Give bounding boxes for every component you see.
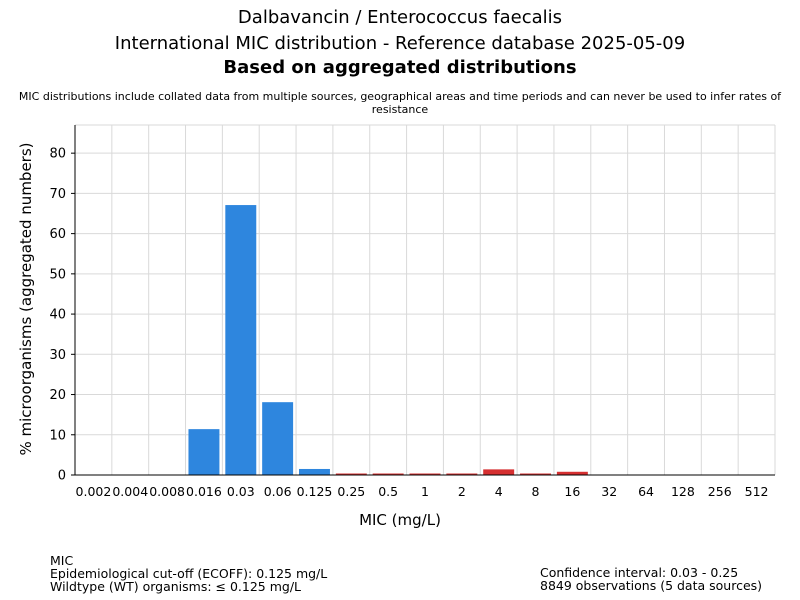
- x-tick-label: 64: [638, 484, 654, 499]
- bar-0.03: [225, 205, 257, 475]
- x-tick-label: 16: [564, 484, 580, 499]
- y-axis-label: % microorganisms (aggregated numbers): [17, 142, 35, 455]
- bar-0.25: [335, 473, 367, 475]
- x-axis-label: MIC (mg/L): [359, 511, 441, 529]
- y-tick-label: 20: [49, 388, 66, 403]
- bar-8: [520, 473, 551, 475]
- y-tick-label: 0: [58, 469, 66, 484]
- y-tick-label: 80: [49, 147, 66, 162]
- grid-lines: [75, 124, 776, 475]
- x-tick-label: 512: [745, 484, 769, 499]
- bar-0.06: [262, 402, 294, 475]
- y-tick-label: 30: [49, 348, 66, 363]
- x-tick-label: 0.004: [112, 484, 148, 499]
- x-tick-label: 2: [458, 484, 466, 499]
- bar-2: [446, 473, 478, 475]
- y-tick-label: 10: [49, 428, 66, 443]
- x-tick-label: 256: [708, 484, 732, 499]
- x-tick-label: 8: [532, 484, 540, 499]
- footer-mic-label: MIC: [50, 553, 74, 568]
- bar-0.016: [188, 429, 220, 475]
- chart-title-line1: Dalbavancin / Enterococcus faecalis: [237, 7, 563, 28]
- y-tick-label: 60: [49, 227, 66, 242]
- x-tick-label: 1: [421, 484, 429, 499]
- chart-title-line3: Based on aggregated distributions: [223, 57, 577, 78]
- bar-1: [409, 473, 441, 475]
- bar-0.5: [372, 473, 404, 475]
- bar-16: [556, 471, 588, 475]
- footer-observations: 8849 observations (5 data sources): [540, 578, 763, 593]
- x-tick-label: 4: [495, 484, 503, 499]
- bar-0.125: [299, 468, 330, 475]
- x-tick-label: 0.03: [227, 484, 255, 499]
- footer-left: MIC Epidemiological cut-off (ECOFF): 0.1…: [50, 554, 327, 593]
- bar-series: [188, 205, 588, 475]
- y-tick-label: 50: [49, 267, 66, 282]
- y-tick-label: 70: [49, 187, 66, 202]
- x-tick-label: 0.008: [149, 484, 185, 499]
- bar-4: [483, 469, 515, 475]
- x-tick-label: 0.016: [186, 484, 222, 499]
- x-tick-label: 32: [601, 484, 617, 499]
- footer-wildtype: Wildtype (WT) organisms: ≤ 0.125 mg/L: [50, 579, 302, 594]
- y-tick-label: 40: [49, 308, 66, 323]
- x-tick-label: 0.002: [76, 484, 112, 499]
- x-tick-label: 0.25: [337, 484, 365, 499]
- x-tick-label: 0.5: [378, 484, 398, 499]
- x-tick-label: 0.125: [297, 484, 333, 499]
- x-tick-label: 0.06: [264, 484, 292, 499]
- chart-title-line2: International MIC distribution - Referen…: [114, 33, 686, 54]
- chart-disclaimer-note: MIC distributions include collated data …: [18, 90, 782, 116]
- footer-right: Confidence interval: 0.03 - 0.25 8849 ob…: [540, 566, 762, 592]
- footer-ecoff: Epidemiological cut-off (ECOFF): 0.125 m…: [50, 566, 328, 581]
- footer-confidence-interval: Confidence interval: 0.03 - 0.25: [540, 565, 739, 580]
- x-tick-label: 128: [671, 484, 695, 499]
- axes: 0 10 20 30 40 50 60 70 80 0.002 0.004 0.008 0.016 0.0…: [49, 125, 775, 499]
